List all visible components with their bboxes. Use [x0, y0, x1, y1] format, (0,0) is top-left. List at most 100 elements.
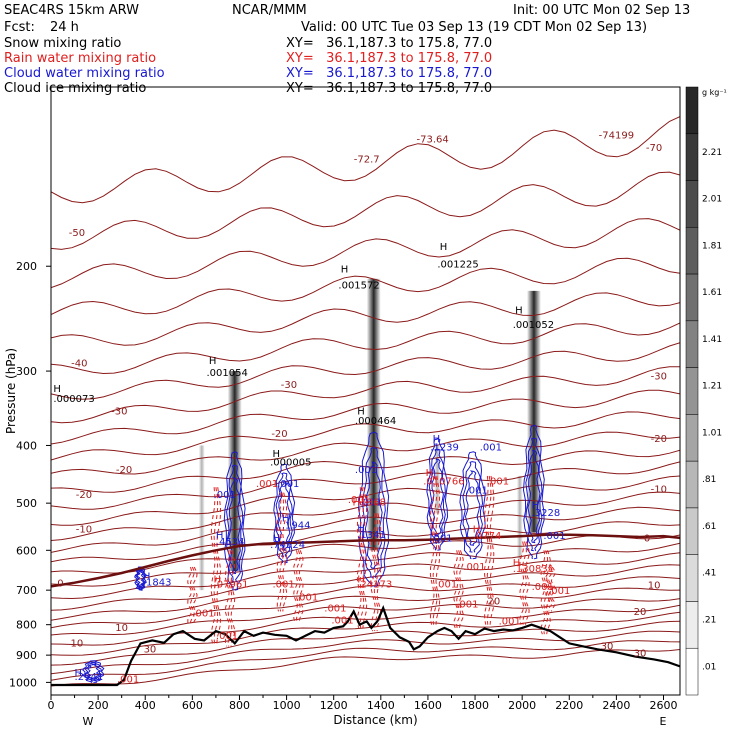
extremum-label: H [272, 449, 280, 460]
rain-contour [453, 550, 459, 629]
cloud-water-contour [361, 446, 386, 579]
snow-plume [526, 290, 541, 533]
isotherm-line [51, 116, 680, 204]
y-tick-label: 600 [16, 544, 37, 557]
cloud-water-contour [364, 461, 383, 569]
isotherm-label: -30 [111, 407, 127, 418]
extremum-label: H [513, 558, 521, 569]
isotherm-line [51, 322, 680, 375]
colorbar-segment [685, 460, 699, 509]
rain-contour [298, 550, 304, 622]
freezing-level-line [51, 533, 680, 588]
cloud-water-contour [277, 481, 291, 551]
isotherm-label: -20 [116, 465, 132, 476]
colorbar-segment [685, 273, 699, 322]
extremum-label: .24173 [357, 580, 392, 591]
extremum-label: .001 [296, 592, 318, 603]
colorbar-label: .61 [702, 522, 716, 532]
colorbar-segment [685, 367, 699, 415]
extremum-label: .001225 [437, 260, 478, 271]
rain-contour [230, 550, 236, 647]
x-tick-label: 600 [182, 699, 203, 712]
extremum-label: H [357, 407, 365, 418]
x-tick-label: 2200 [555, 699, 583, 712]
extremum-label: H [433, 434, 441, 445]
colorbar-label: 2.01 [702, 195, 722, 205]
colorbar-segment [685, 507, 699, 555]
colorbar-label: .81 [702, 475, 716, 485]
extremum-label: .2941 [75, 672, 104, 683]
extremum-label: H [341, 265, 349, 276]
snow-plume [198, 445, 205, 591]
extremum-label: H [75, 668, 83, 679]
rain-contour [210, 487, 216, 644]
isotherm-line [51, 292, 680, 346]
cloud-water-contour [525, 437, 543, 552]
x-tick-label: 1600 [414, 699, 442, 712]
extremum-label: .74524 [270, 540, 305, 551]
extremum-label: H [272, 534, 280, 545]
rain-contour [282, 492, 288, 612]
x-tick-label: 2400 [602, 699, 630, 712]
cloud-water-contour [226, 464, 244, 583]
isotherm-line [51, 389, 680, 445]
extremum-label: H [216, 530, 224, 541]
extremum-label: .001 [456, 599, 478, 610]
isotherm-label: -30 [651, 372, 667, 383]
isotherm-label: 0 [644, 534, 650, 545]
extremum-label: H [353, 498, 361, 509]
rain-contour [376, 513, 382, 632]
x-tick-label: 1000 [273, 699, 301, 712]
isotherm-label: 30 [144, 644, 157, 655]
extremum-label: .001 [543, 531, 565, 542]
rain-contour [543, 550, 549, 635]
extremum-label: .07961 [214, 580, 249, 591]
cloud-water-contour [273, 463, 296, 564]
extremum-label: .001 [487, 476, 509, 487]
y-tick-label: 700 [16, 584, 37, 597]
extremum-label: H [53, 384, 61, 395]
rain-contour [435, 475, 441, 625]
extremum-label: .000464 [355, 416, 396, 427]
rain-contour [370, 513, 376, 632]
extremum-label: .001 [348, 495, 370, 506]
isotherm-line [51, 649, 680, 687]
isotherm-line [51, 576, 680, 621]
extremum-label: .001 [214, 490, 236, 501]
cloud-water-contour [228, 476, 242, 575]
field-cloudwater-name: Cloud water mixing ratio [4, 66, 165, 81]
plot-frame [50, 86, 681, 696]
cloud-water-contour [464, 470, 481, 546]
extremum-label: .001 [499, 617, 521, 628]
isotherm-line [51, 342, 680, 400]
colorbar-label: 1.81 [702, 241, 722, 251]
extremum-label: .3228 [532, 508, 561, 519]
extremum-label: .001 [463, 562, 485, 573]
isotherm-line [51, 598, 680, 636]
rain-water-contours [187, 475, 556, 647]
colorbar: 2.21 2.01 1.81 1.61 1.41 1.21 1.01 .81 .61 .41 .21… [685, 86, 727, 696]
isotherm-label: -72.7 [354, 155, 380, 166]
isotherm-label: 30 [634, 649, 647, 660]
isotherm-label: -10 [76, 524, 92, 535]
colorbar-segment [685, 320, 699, 368]
colorbar-label: .41 [702, 569, 716, 579]
extremum-label: .001 [532, 582, 554, 593]
extremum-label: .0774 [473, 531, 502, 542]
y-tick-label: 900 [16, 649, 37, 662]
field-snow-xy: XY= 36.1,187.3 to 175.8, 77.0 [286, 36, 493, 51]
rain-contour [295, 550, 301, 622]
extremum-label: .001 [192, 608, 214, 619]
rain-contour [545, 566, 551, 612]
colorbar-label: .21 [702, 616, 716, 626]
cloud-water-contour [459, 451, 486, 560]
colorbar-label: 2.21 [702, 148, 722, 158]
extremum-label: .130831 [513, 564, 554, 575]
isotherm-label: -70 [646, 143, 662, 154]
isotherm-label: -20 [76, 490, 92, 501]
rain-contour [524, 541, 530, 625]
extremum-label: .001 [435, 580, 457, 591]
field-rain-name: Rain water mixing ratio [4, 51, 157, 66]
rain-contour [279, 492, 285, 612]
isotherm-label: 10 [648, 580, 661, 591]
